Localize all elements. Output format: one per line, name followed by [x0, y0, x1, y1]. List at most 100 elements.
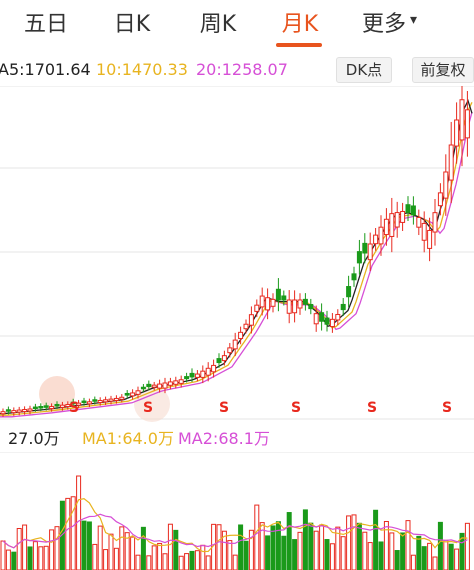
- ma10-value: 10:1470.33: [96, 60, 188, 79]
- candle-body: [11, 410, 17, 414]
- adjust-price-button[interactable]: 前复权: [412, 57, 474, 83]
- volume-bar: [292, 539, 298, 570]
- candle-body: [292, 299, 298, 314]
- volume-bar: [16, 528, 22, 570]
- volume-bar: [216, 524, 222, 570]
- sell-marker: S: [69, 400, 79, 416]
- volume-bar: [254, 504, 260, 570]
- volume-bar: [459, 532, 465, 570]
- candle-body: [356, 251, 362, 264]
- tab-week-k[interactable]: 周K: [199, 12, 237, 37]
- volume-chart[interactable]: [0, 452, 474, 570]
- volume-bar: [270, 525, 276, 570]
- candle-body: [32, 406, 38, 410]
- candle-body: [405, 204, 411, 213]
- sell-marker: S: [219, 400, 229, 416]
- volume-bar: [389, 532, 395, 570]
- candle-body: [0, 411, 6, 415]
- candle-body: [432, 212, 438, 233]
- volume-bar: [65, 497, 71, 570]
- volume-bar: [124, 532, 130, 570]
- candle-body: [270, 298, 276, 307]
- candle-body: [313, 313, 319, 325]
- candle-body: [135, 390, 141, 395]
- candle-body: [184, 376, 190, 380]
- volume-bar: [340, 536, 346, 570]
- candle-body: [275, 288, 281, 301]
- tab-more[interactable]: 更多: [361, 12, 406, 37]
- volume-bar: [437, 521, 443, 570]
- candle-body: [124, 392, 130, 396]
- volume-bar: [454, 548, 460, 570]
- candle-body: [389, 213, 395, 237]
- candle-body: [194, 373, 200, 378]
- volume-bar: [38, 546, 44, 570]
- volume-bar: [427, 542, 433, 570]
- volume-bar: [356, 522, 362, 570]
- candle-body: [27, 408, 33, 412]
- volume-ma1-value: MA1:64.0万: [82, 429, 174, 448]
- volume-bar: [302, 509, 308, 570]
- volume-bar: [394, 550, 400, 570]
- volume-bar: [259, 522, 265, 570]
- volume-bar: [405, 520, 411, 570]
- volume-bar: [410, 554, 416, 570]
- candle-body: [232, 339, 238, 350]
- candle-body: [5, 409, 11, 412]
- candle-body: [335, 313, 341, 321]
- candle-body: [297, 299, 303, 309]
- tab-five-day[interactable]: 五日: [23, 12, 68, 37]
- candle-body: [189, 372, 195, 378]
- candle-body: [454, 119, 460, 147]
- volume-bar: [373, 509, 379, 570]
- volume-bar: [162, 553, 168, 570]
- volume-bar: [362, 531, 368, 570]
- volume-bar: [5, 549, 11, 570]
- tab-month-k[interactable]: 月K: [281, 12, 319, 37]
- candle-body: [362, 242, 368, 254]
- volume-bar: [367, 542, 373, 570]
- candle-body: [167, 381, 173, 386]
- volume-bar: [32, 541, 38, 570]
- volume-bar: [0, 540, 6, 570]
- candle-body: [200, 370, 206, 378]
- candle-body: [238, 331, 244, 340]
- dk-point-button[interactable]: DK点: [336, 57, 392, 83]
- volume-bar: [200, 544, 206, 570]
- volume-bar: [130, 536, 136, 570]
- volume-bar: [135, 554, 141, 570]
- volume-bar: [329, 543, 335, 570]
- candle-body: [151, 384, 157, 388]
- volume-value: 27.0万: [8, 429, 60, 448]
- sell-marker: S: [143, 400, 153, 416]
- candle-body: [108, 398, 114, 402]
- candle-body: [146, 383, 152, 387]
- volume-bar: [113, 547, 119, 570]
- candle-body: [324, 317, 330, 325]
- volume-bar: [243, 540, 249, 570]
- candle-body: [113, 397, 119, 401]
- candle-body: [81, 400, 87, 404]
- volume-bar: [443, 539, 449, 570]
- candle-body: [351, 273, 357, 281]
- volume-bar: [140, 526, 146, 570]
- candle-body: [162, 382, 168, 389]
- volume-bar: [146, 555, 152, 570]
- ma5-line: [0, 98, 473, 415]
- volume-ma2-value: MA2:68.1万: [178, 429, 270, 448]
- volume-bar: [238, 524, 244, 570]
- candle-body: [340, 303, 346, 311]
- candle-body: [86, 401, 92, 405]
- grid: [0, 86, 474, 420]
- volume-bar: [275, 521, 281, 570]
- candle-body: [221, 355, 227, 362]
- caret-down-icon[interactable]: ▾: [410, 12, 418, 28]
- volume-bar: [286, 512, 292, 570]
- volume-bar: [189, 550, 195, 570]
- volume-bar: [378, 541, 384, 570]
- volume-bar: [43, 545, 49, 570]
- tab-day-k[interactable]: 日K: [113, 12, 151, 37]
- volume-bar: [178, 555, 184, 570]
- candle-body: [459, 99, 465, 141]
